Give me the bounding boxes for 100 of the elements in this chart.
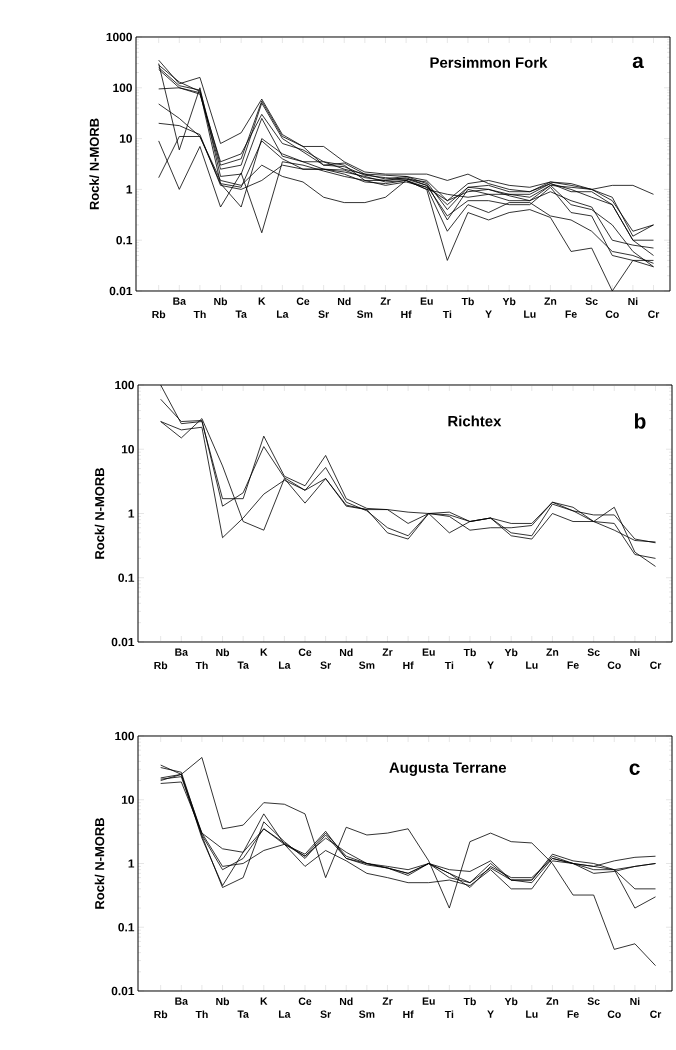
x-tick-label: Fe <box>565 310 577 318</box>
x-tick-label: Ta <box>235 310 247 318</box>
x-tick-label: Ce <box>298 997 312 1005</box>
x-tick-label: Rb <box>154 661 168 670</box>
annotation: b <box>634 413 646 429</box>
y-tick-label: 100 <box>113 83 132 93</box>
x-tick-label: Sm <box>359 661 375 669</box>
x-tick-label: Ni <box>630 997 640 1006</box>
x-tick-label: Ce <box>298 648 312 656</box>
text: Richtex <box>448 415 502 427</box>
x-tick-label: Ba <box>175 648 189 656</box>
annotation: a <box>632 56 644 69</box>
y-tick-label: 0.01 <box>111 986 135 996</box>
y-tick-label: 0.01 <box>111 637 135 647</box>
x-tick-label: Sr <box>320 661 331 669</box>
x-tick-label: Lu <box>526 661 538 669</box>
annotation: c <box>629 763 640 775</box>
x-tick-label: Eu <box>422 997 435 1005</box>
x-tick-label: Nd <box>339 648 353 657</box>
x-tick-label: Hf <box>403 1010 414 1019</box>
x-tick-label: K <box>260 997 268 1005</box>
x-tick-label: Zn <box>546 997 559 1005</box>
x-tick-label: Yb <box>502 297 516 306</box>
x-tick-label: Ni <box>628 297 638 306</box>
x-tick-label: Nb <box>216 648 230 657</box>
x-tick-label: Sr <box>320 1010 331 1018</box>
x-tick-label: Rb <box>152 310 166 319</box>
x-tick-label: Sm <box>357 310 373 318</box>
y-tick-label: 1 <box>128 509 135 518</box>
x-tick-label: Eu <box>422 648 435 656</box>
x-tick-label: Tb <box>461 297 474 306</box>
x-tick-label: Tb <box>463 997 476 1006</box>
y-tick-label: 10 <box>119 134 132 143</box>
x-tick-label: Th <box>193 310 206 319</box>
x-tick-label: Cr <box>650 1010 662 1018</box>
x-tick-label: Co <box>607 661 621 669</box>
x-tick-label: La <box>276 310 289 318</box>
x-tick-label: Hf <box>401 310 412 319</box>
x-tick-label: Th <box>195 661 208 670</box>
text: Augusta Terrane <box>389 762 507 776</box>
x-tick-label: Sc <box>587 648 600 656</box>
x-tick-label: Y <box>485 310 492 318</box>
x-tick-label: Y <box>487 1010 494 1018</box>
x-tick-label: Zr <box>382 648 393 656</box>
x-tick-label: Sc <box>587 997 600 1005</box>
y-axis-title: Rock/ N-MORB <box>94 818 105 909</box>
x-tick-label: Rb <box>154 1010 168 1019</box>
y-tick-label: 1 <box>126 185 133 194</box>
y-tick-label: 100 <box>115 380 134 390</box>
x-tick-label: Fe <box>567 1010 579 1018</box>
x-tick-label: Ti <box>442 310 452 319</box>
x-tick-label: Nd <box>339 997 353 1006</box>
x-tick-label: Fe <box>567 661 579 669</box>
y-tick-label: 1 <box>128 859 135 868</box>
y-tick-label: 100 <box>115 731 134 741</box>
x-tick-label: Nb <box>216 997 230 1006</box>
x-tick-label: Nb <box>214 297 228 306</box>
x-tick-label: Ce <box>296 297 310 305</box>
x-tick-label: Ba <box>175 997 189 1005</box>
x-tick-label: Co <box>607 1010 621 1018</box>
x-tick-label: Eu <box>420 297 433 305</box>
x-tick-label: La <box>278 1010 291 1018</box>
x-tick-label: Ti <box>444 1010 454 1019</box>
x-tick-label: Cr <box>650 661 662 669</box>
x-tick-label: Y <box>487 661 494 669</box>
x-tick-label: Sr <box>318 310 329 318</box>
y-tick-label: 0.1 <box>118 923 135 932</box>
x-tick-label: K <box>258 297 266 305</box>
x-tick-label: Th <box>195 1010 208 1019</box>
y-tick-label: 1000 <box>106 32 132 42</box>
x-tick-label: Sc <box>585 297 598 305</box>
y-tick-label: 0.1 <box>116 235 133 245</box>
x-tick-label: Tb <box>463 648 476 657</box>
x-tick-label: Lu <box>526 1010 538 1018</box>
y-axis-title: Rock/ N-MORB <box>94 468 105 559</box>
y-axis-title: Rock/ N-MORB <box>89 118 100 210</box>
x-tick-label: La <box>278 661 291 669</box>
x-tick-label: Yb <box>504 648 518 657</box>
x-tick-label: K <box>260 648 268 656</box>
x-tick-label: Nd <box>337 297 351 306</box>
x-tick-label: Zn <box>544 297 557 305</box>
x-tick-label: Zr <box>382 997 393 1005</box>
x-tick-label: Co <box>605 310 619 318</box>
x-tick-label: Ni <box>630 648 640 657</box>
x-tick-label: Hf <box>403 661 414 670</box>
x-tick-label: Yb <box>504 997 518 1006</box>
y-tick-label: 0.1 <box>118 573 135 582</box>
x-tick-label: Zn <box>546 648 559 656</box>
y-tick-label: 10 <box>121 445 134 454</box>
x-tick-label: Ti <box>444 661 454 670</box>
y-tick-label: 10 <box>121 795 134 804</box>
x-tick-label: Zr <box>380 297 391 305</box>
x-tick-label: Ta <box>237 661 249 669</box>
text: Persimmon Fork <box>430 56 548 68</box>
y-tick-label: 0.01 <box>109 286 133 296</box>
x-tick-label: Ta <box>237 1010 249 1018</box>
x-tick-label: Ba <box>173 297 187 305</box>
x-tick-label: Sm <box>359 1010 375 1018</box>
x-tick-label: Cr <box>648 310 660 318</box>
x-tick-label: Lu <box>524 310 536 318</box>
